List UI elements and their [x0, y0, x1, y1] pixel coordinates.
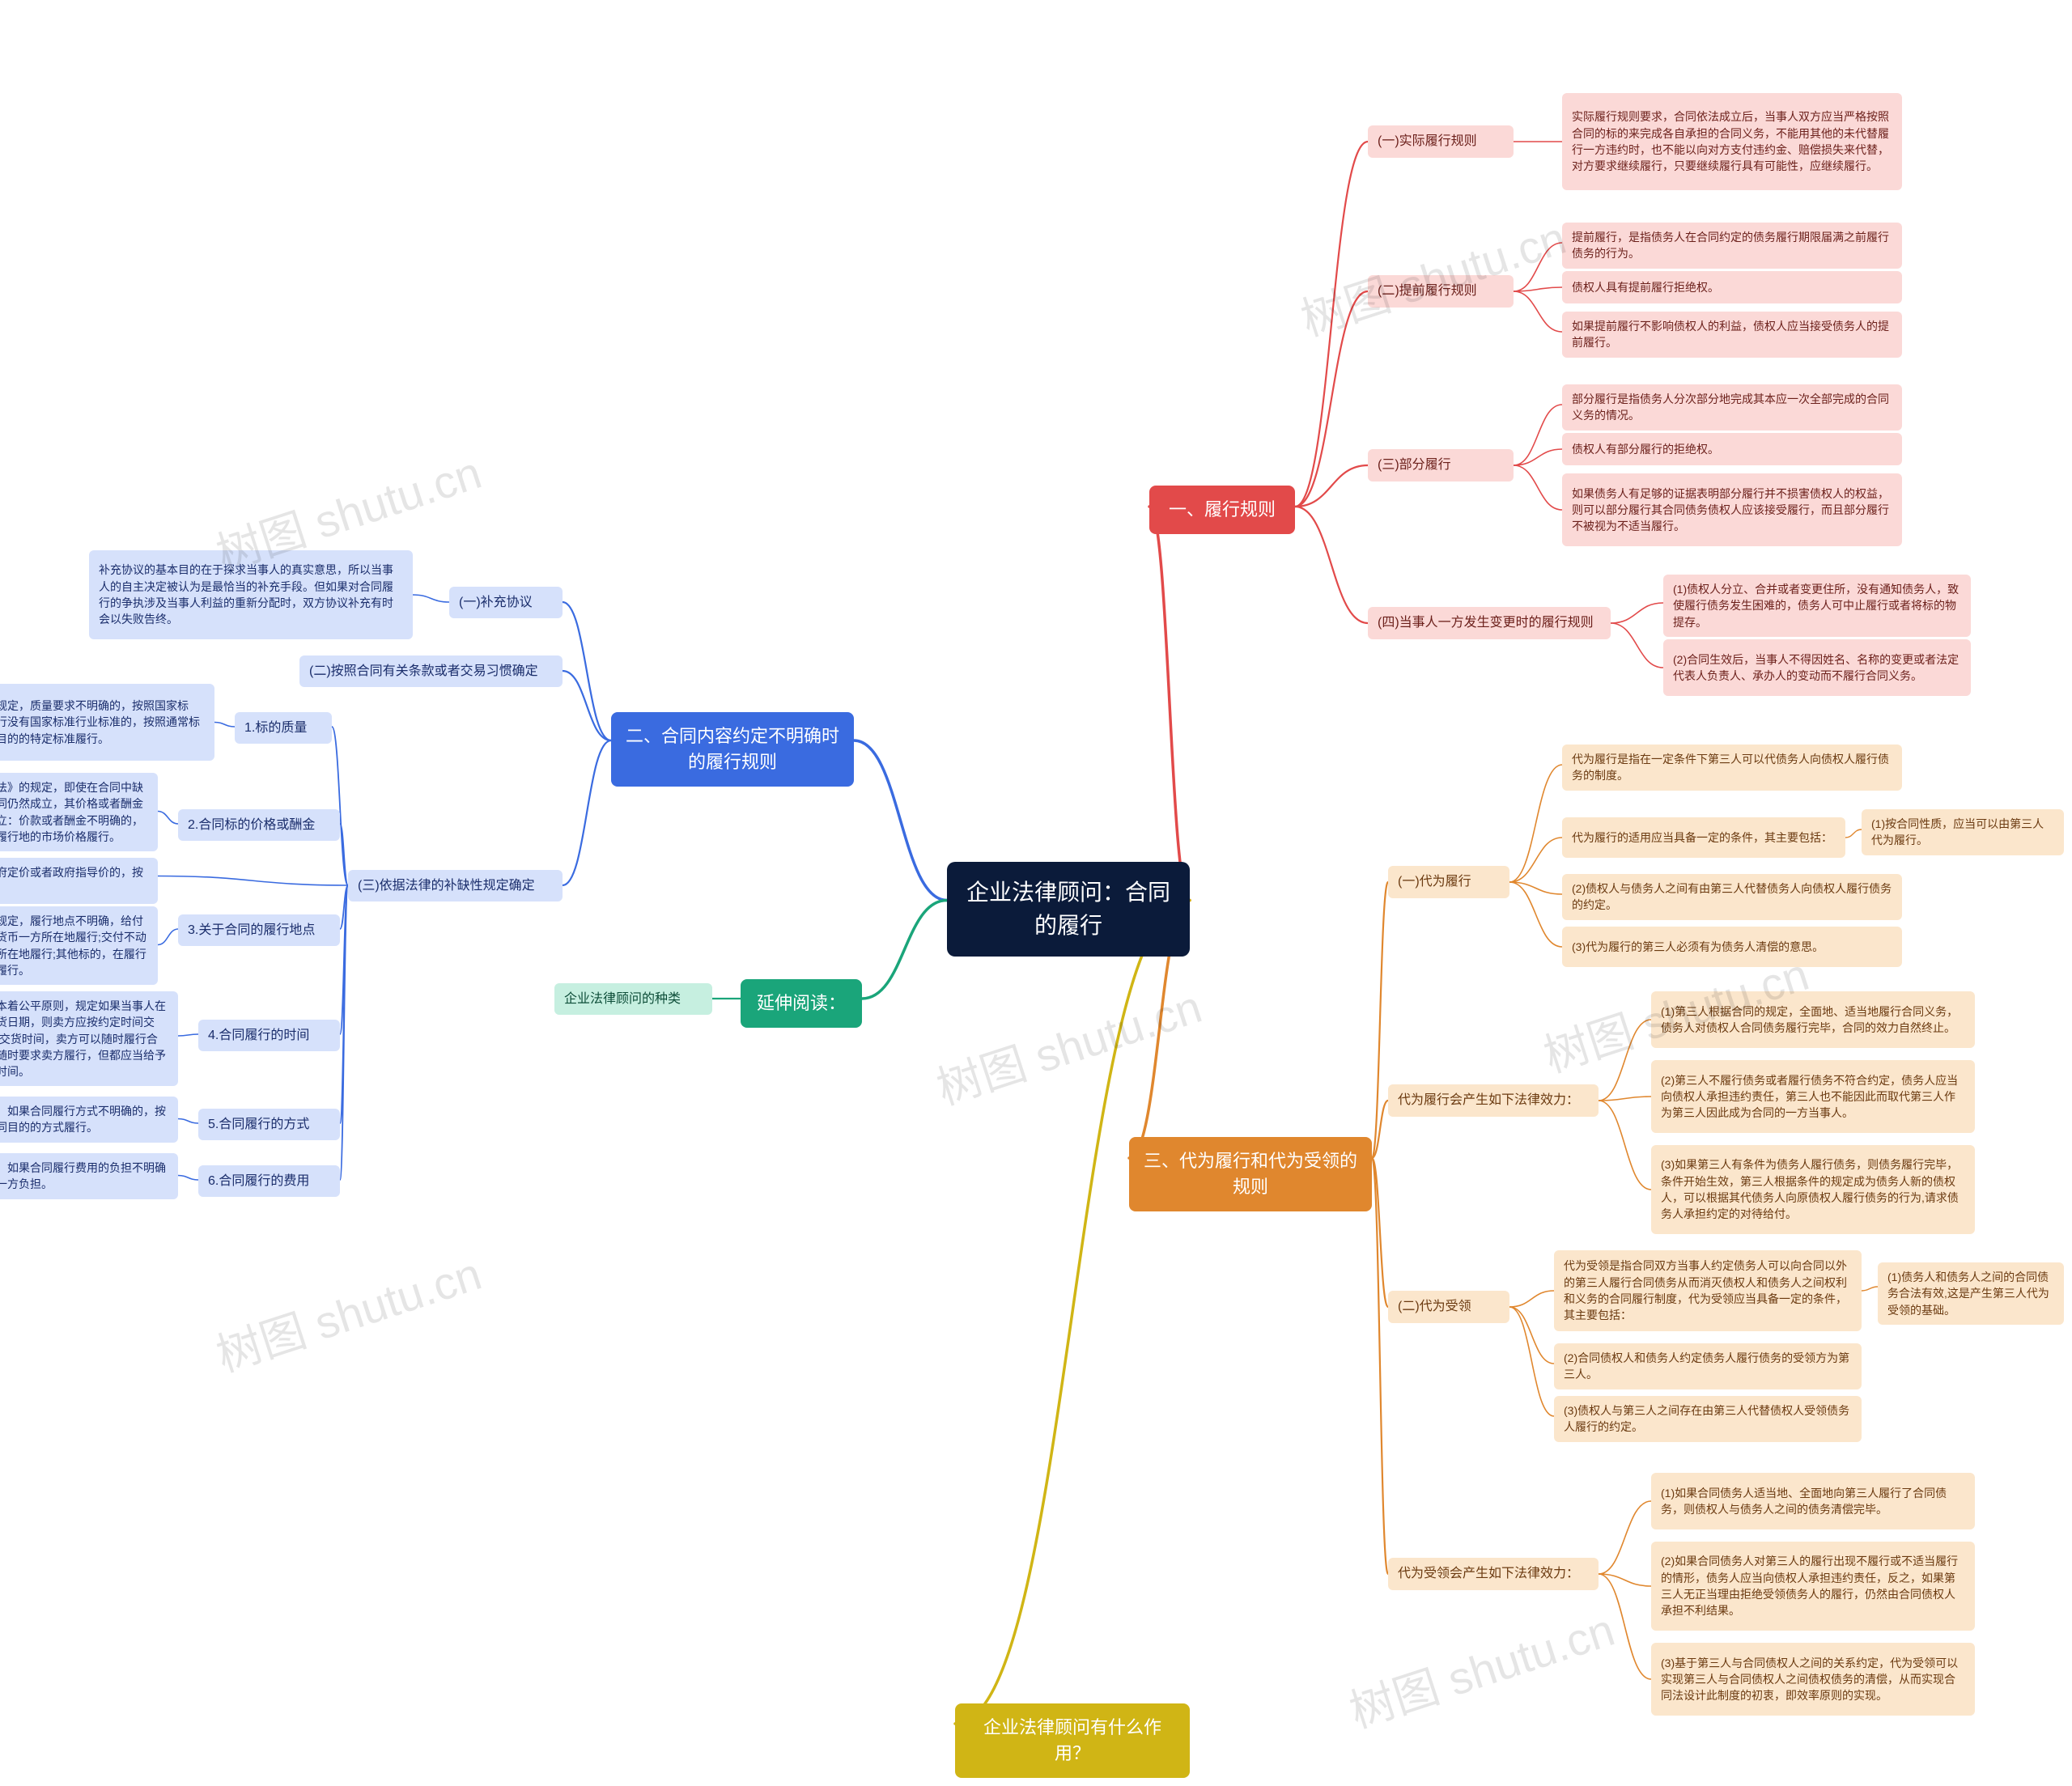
node-b2c2[interactable]: (二)按照合同有关条款或者交易习惯确定 — [299, 655, 563, 687]
node-b2c1[interactable]: (一)补充协议 — [449, 587, 563, 618]
leaf-b2c3-4: 我国《合同法》本着公平原则，规定如果当事人在合同中约定了交货日期，则卖方应按约定… — [0, 991, 178, 1086]
leaf-b1c3-2: 如果债务人有足够的证据表明部分履行并不损害债权人的权益，则可以部分履行其合同债务… — [1562, 473, 1902, 546]
leaf-b3c1-1-0: (1)按合同性质，应当可以由第三人代为履行。 — [1862, 809, 2064, 855]
leaf-b1c1-0: 实际履行规则要求，合同依法成立后，当事人双方应当严格按照合同的标的来完成各自承担… — [1562, 93, 1902, 190]
leaf-b3c2b-1: (2)如果合同债务人对第三人的履行出现不履行或不适当履行的情形，债务人应当向债权… — [1651, 1542, 1975, 1631]
leaf-b1c4-1: (2)合同生效后，当事人不得因姓名、名称的变更或者法定代表人负责人、承办人的变动… — [1663, 639, 1971, 696]
leaf-b2c3-5: 《合同法》规定，如果合同履行方式不明确的，按照有利于实现合同目的的方式履行。 — [0, 1097, 178, 1143]
leaf-b3c1-2: (2)债权人与债务人之间有由第三人代替债务人向债权人履行债务的约定。 — [1562, 874, 1902, 920]
leaf-b1c2-1: 债权人具有提前履行拒绝权。 — [1562, 271, 1902, 303]
leaf-b3c1-3: (3)代为履行的第三人必须有为债务人清偿的意思。 — [1562, 927, 1902, 967]
node-b3c1[interactable]: (一)代为履行 — [1388, 866, 1509, 898]
subnum-b2c3-4[interactable]: 4.合同履行的时间 — [198, 1020, 340, 1051]
subnum-b2c3-5[interactable]: 5.合同履行的方式 — [198, 1109, 340, 1140]
node-b3c2b[interactable]: 代为受领会产生如下法律效力： — [1388, 1558, 1599, 1590]
leaf-b1c4-0: (1)债权人分立、合并或者变更住所，没有通知债务人，致使履行债务发生困难的，债务… — [1663, 575, 1971, 637]
leaf-b2c1-0: 补充协议的基本目的在于探求当事人的真实意思，所以当事人的自主决定被认为是最恰当的… — [89, 550, 413, 639]
leaf-b3c2b-2: (3)基于第三人与合同债权人之间的关系约定，代为受领可以实现第三人与合同债权人之… — [1651, 1643, 1975, 1716]
node-b3c1b[interactable]: 代为履行会产生如下法律效力： — [1388, 1084, 1599, 1117]
leaf-b3c2-2: (3)债权人与第三人之间存在由第三人代替债权人受领债务人履行的约定。 — [1554, 1396, 1862, 1442]
node-b3c2[interactable]: (二)代为受领 — [1388, 1291, 1509, 1323]
leaf-b3c2-1: (2)合同债权人和债务人约定债务人履行债务的受领方为第三人。 — [1554, 1343, 1862, 1389]
leaf-b1c3-1: 债权人有部分履行的拒绝权。 — [1562, 433, 1902, 465]
leaf-b3c1b-2: (3)如果第三人有条件为债务人履行债务，则债务履行完毕，条件开始生效，第三人根据… — [1651, 1145, 1975, 1234]
leaf-b1c2-2: 如果提前履行不影响债权人的利益，债权人应当接受债务人的提前履行。 — [1562, 312, 1902, 358]
branch-b5[interactable]: 企业法律顾问有什么作用？ — [955, 1703, 1190, 1778]
node-b1c1[interactable]: (一)实际履行规则 — [1368, 125, 1514, 158]
subnum-b2c3-3[interactable]: 3.关于合同的履行地点 — [178, 914, 340, 946]
leaf-b3c1-1: 代为履行的适用应当具备一定的条件，其主要包括： — [1562, 817, 1845, 858]
subnum-b2c3-1[interactable]: 2.合同标的价格或酬金 — [178, 809, 340, 841]
leaf-b3c2b-0: (1)如果合同债务人适当地、全面地向第三人履行了合同债务，则债权人与债务人之间的… — [1651, 1473, 1975, 1529]
node-b2c3[interactable]: (三)依据法律的补缺性规定确定 — [348, 870, 563, 901]
leaf-b2c3-2: 依法应当执行政府定价或者政府指导价的，按照规定履行。 — [0, 858, 158, 904]
leaf-b1c2-0: 提前履行，是指债务人在合同约定的债务履行期限届满之前履行债务的行为。 — [1562, 223, 1902, 269]
subnum-b2c3-0[interactable]: 1.标的质量 — [235, 712, 332, 744]
leaf-b2c3-0: 我国《合同法》规定，质量要求不明确的，按照国家标准、行业标准履行没有国家标准行业… — [0, 684, 214, 761]
node-b1c2[interactable]: (二)提前履行规则 — [1368, 275, 1514, 308]
center-node[interactable]: 企业法律顾问：合同的履行 — [947, 862, 1190, 957]
leaf-b2c3-1: 依据我国《合同法》的规定，即使在合同中缺乏此项条款，合同仍然成立，其价格或者酬金… — [0, 773, 158, 851]
node-b1c3[interactable]: (三)部分履行 — [1368, 449, 1514, 481]
node-b1c4[interactable]: (四)当事人一方发生变更时的履行规则 — [1368, 607, 1611, 639]
leaf-b2c3-3: 我国《合同法》规定，履行地点不明确，给付货币的，在接受货币一方所在地履行;交付不… — [0, 906, 158, 985]
leaf-b3c1-0: 代为履行是指在一定条件下第三人可以代债务人向债权人履行债务的制度。 — [1562, 745, 1902, 791]
subnum-b2c3-6[interactable]: 6.合同履行的费用 — [198, 1165, 340, 1197]
leaf-b2c3-6: 《合同法》规定，如果合同履行费用的负担不明确的，由履行义务一方负担。 — [0, 1153, 178, 1199]
leaf-b3c1b-1: (2)第三人不履行债务或者履行债务不符合约定，债务人应当向债权人承担违约责任，第… — [1651, 1060, 1975, 1133]
node-b4c1[interactable]: 企业法律顾问的种类 — [554, 983, 712, 1015]
leaf-b3c1b-0: (1)第三人根据合同的规定，全面地、适当地履行合同义务，债务人对债权人合同债务履… — [1651, 991, 1975, 1048]
branch-b4[interactable]: 延伸阅读： — [741, 979, 862, 1028]
branch-b3[interactable]: 三、代为履行和代为受领的规则 — [1129, 1137, 1372, 1211]
branch-b1[interactable]: 一、履行规则 — [1149, 486, 1295, 534]
leaf-b3c2-0-0: (1)债务人和债务人之间的合同债务合法有效,这是产生第三人代为受领的基础。 — [1878, 1262, 2064, 1325]
branch-b2[interactable]: 二、合同内容约定不明确时的履行规则 — [611, 712, 854, 787]
leaf-b1c3-0: 部分履行是指债务人分次部分地完成其本应一次全部完成的合同义务的情况。 — [1562, 384, 1902, 431]
leaf-b3c2-0: 代为受领是指合同双方当事人约定债务人可以向合同以外的第三人履行合同债务从而消灭债… — [1554, 1250, 1862, 1331]
